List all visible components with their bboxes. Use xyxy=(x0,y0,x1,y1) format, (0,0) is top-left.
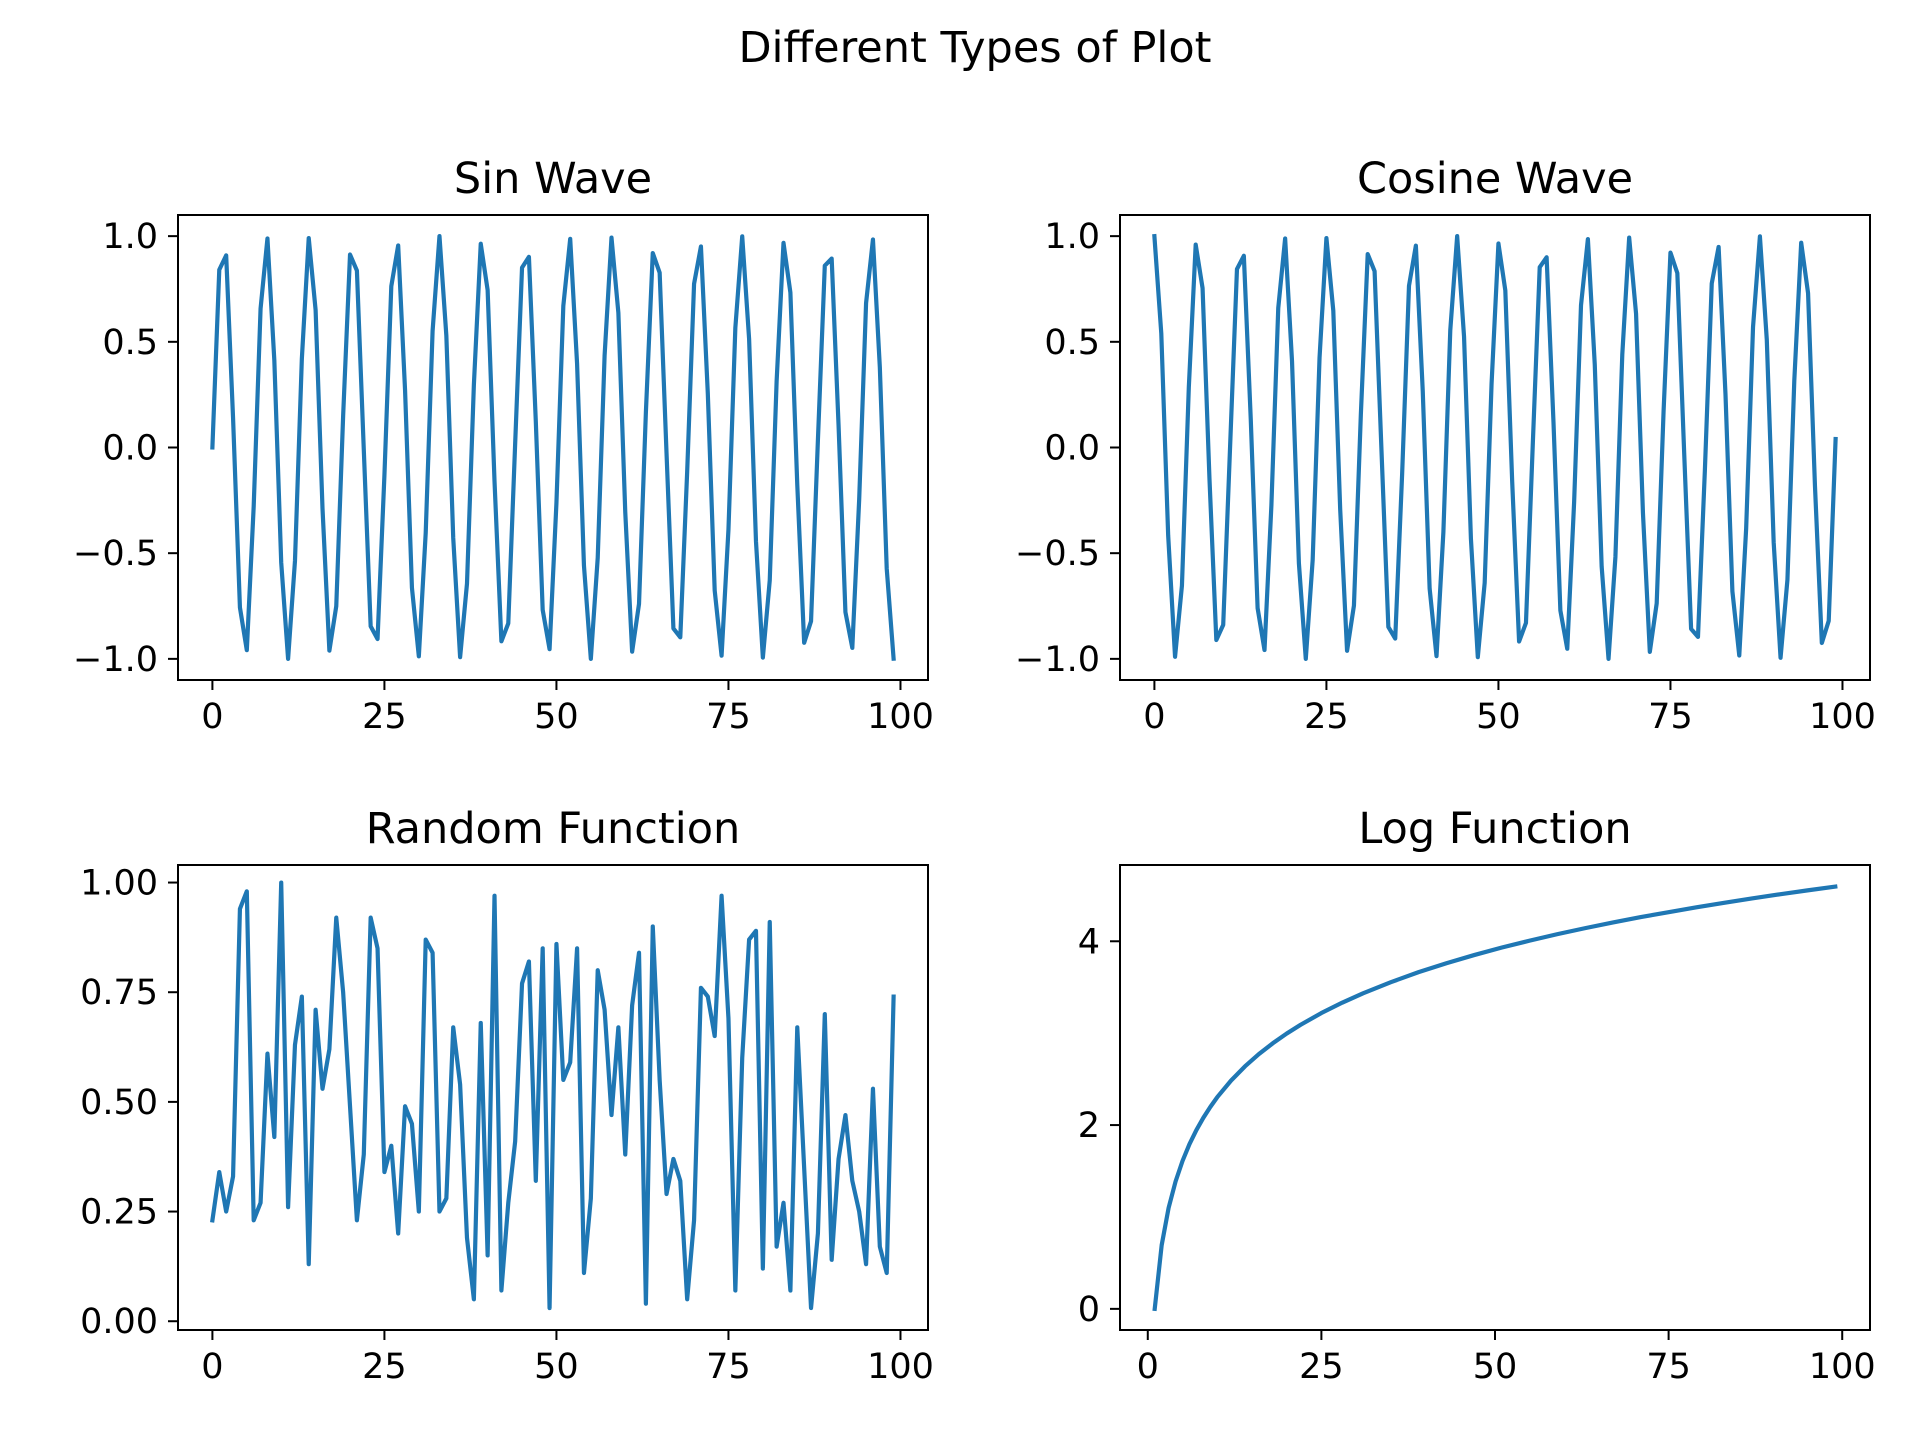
sin-wave-series-line xyxy=(210,234,896,661)
random-function-title: Random Function xyxy=(366,804,741,854)
random-function-y-tick-label: 0.50 xyxy=(80,1083,158,1123)
sin-wave-y-tick-label: 0.0 xyxy=(102,429,158,469)
cosine-wave-series-line xyxy=(1152,233,1838,661)
random-function-y-tick-label: 0.25 xyxy=(80,1193,158,1233)
random-function-y-tick-label: 0.00 xyxy=(80,1302,158,1342)
sin-wave-y-tick-label: 1.0 xyxy=(102,217,158,257)
log-function-y-tick-label: 2 xyxy=(1078,1106,1100,1146)
cosine-wave-title: Cosine Wave xyxy=(1357,154,1633,204)
log-function-subplot: Log Function 0 25 50 75 100 0 2 4 xyxy=(1078,804,1876,1387)
sin-wave-subplot: Sin Wave 0 25 50 75 100 −1.0 −0.5 0.0 0.5 1.0 xyxy=(73,154,934,737)
sin-wave-y-tick-label: 0.5 xyxy=(102,323,158,363)
sin-wave-title: Sin Wave xyxy=(454,154,652,204)
sin-wave-y-tick-label: −1.0 xyxy=(73,640,158,680)
cosine-wave-y-tick-label: −1.0 xyxy=(1015,640,1100,680)
cosine-wave-y-tick-label: 1.0 xyxy=(1044,217,1100,257)
cosine-wave-x-tick-label: 25 xyxy=(1304,697,1349,737)
log-function-x-tick-label: 50 xyxy=(1473,1347,1518,1387)
random-function-subplot: Random Function 0 25 50 75 100 0.00 0.25 0.50 0.7… xyxy=(80,804,934,1387)
log-function-x-tick-label: 75 xyxy=(1646,1347,1691,1387)
random-function-x-tick-label: 75 xyxy=(706,1347,751,1387)
sin-wave-x-tick-label: 100 xyxy=(867,697,934,737)
random-function-x-tick-label: 50 xyxy=(534,1347,579,1387)
random-function-series-line xyxy=(210,880,896,1311)
random-function-axes-frame xyxy=(177,864,929,1331)
random-function-x-tick-label: 100 xyxy=(867,1347,934,1387)
cosine-wave-subplot: Cosine Wave 0 25 50 75 100 −1.0 −0.5 0.0 0.5 1.0 xyxy=(1015,154,1876,737)
sin-wave-x-tick-label: 75 xyxy=(706,697,751,737)
cosine-wave-x-tick-label: 100 xyxy=(1809,697,1876,737)
log-function-x-tick-label: 100 xyxy=(1809,1347,1876,1387)
random-function-x-tick-label: 25 xyxy=(362,1347,407,1387)
log-function-y-tick-label: 4 xyxy=(1078,922,1100,962)
sin-wave-x-tick-label: 25 xyxy=(362,697,407,737)
sin-wave-x-tick-label: 50 xyxy=(534,697,579,737)
random-function-y-tick-label: 1.00 xyxy=(80,864,158,904)
cosine-wave-x-tick-label: 50 xyxy=(1476,697,1521,737)
sin-wave-x-tick-label: 0 xyxy=(201,697,223,737)
log-function-series-line xyxy=(1152,884,1838,1312)
cosine-wave-y-tick-label: −0.5 xyxy=(1015,534,1100,574)
figure-title: Different Types of Plot xyxy=(738,23,1211,73)
log-function-x-tick-label: 0 xyxy=(1137,1347,1159,1387)
cosine-wave-x-tick-label: 0 xyxy=(1143,697,1165,737)
random-function-x-tick-label: 0 xyxy=(201,1347,223,1387)
cosine-wave-x-tick-label: 75 xyxy=(1648,697,1693,737)
log-function-y-tick-label: 0 xyxy=(1078,1290,1100,1330)
random-function-y-tick-label: 0.75 xyxy=(80,973,158,1013)
log-function-x-tick-label: 25 xyxy=(1299,1347,1344,1387)
sin-wave-y-tick-label: −0.5 xyxy=(73,534,158,574)
cosine-wave-y-tick-label: 0.0 xyxy=(1044,429,1100,469)
log-function-title: Log Function xyxy=(1358,804,1631,854)
cosine-wave-y-tick-label: 0.5 xyxy=(1044,323,1100,363)
